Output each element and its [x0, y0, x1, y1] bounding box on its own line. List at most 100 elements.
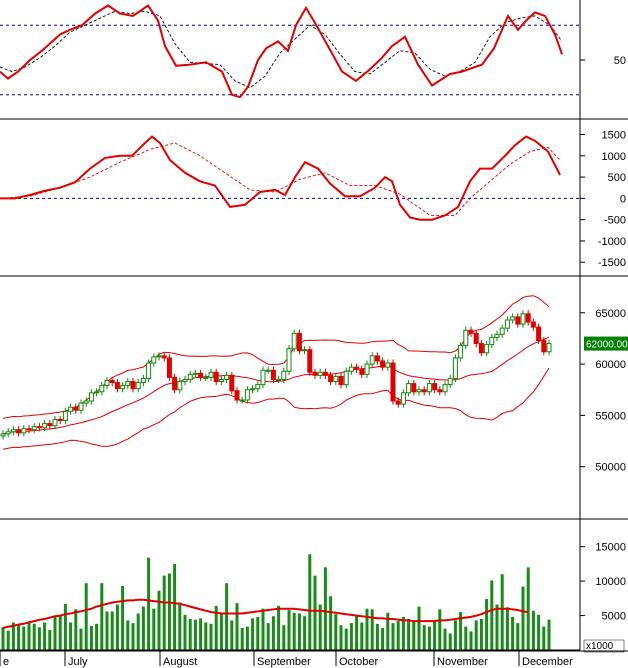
candle — [135, 382, 141, 390]
volume-bar — [271, 616, 275, 650]
volume-bar — [157, 590, 161, 650]
volume-bar — [355, 616, 359, 650]
volume-bar — [84, 583, 88, 650]
candle — [146, 362, 152, 379]
volume-bar — [204, 622, 208, 650]
candle — [187, 373, 193, 380]
volume-bar — [521, 586, 525, 650]
volume-bar — [485, 599, 489, 650]
candle — [395, 400, 401, 405]
x-tick-label: November — [437, 656, 488, 668]
candle — [541, 339, 547, 353]
x-tick-label: September — [257, 656, 311, 668]
candle — [78, 402, 84, 411]
volume-bar — [219, 613, 223, 650]
candle — [411, 383, 417, 393]
last-price-tag — [584, 336, 628, 351]
volume-bar — [17, 625, 21, 650]
candle — [296, 332, 302, 352]
candle — [374, 355, 380, 362]
volume-bar — [74, 609, 78, 650]
volume-bar — [32, 623, 36, 650]
volume-bar — [43, 622, 47, 650]
volume-bar — [427, 626, 431, 650]
volume-bar — [412, 621, 416, 650]
volume-bar — [308, 554, 312, 650]
candle — [73, 406, 79, 411]
volume-bar — [183, 614, 187, 650]
volume-bar — [547, 619, 551, 650]
candle — [364, 363, 370, 375]
candle — [57, 418, 63, 422]
lower-band — [2, 367, 550, 450]
last-price-label: 62000.00 — [586, 340, 628, 351]
candle — [343, 370, 349, 386]
volume-bar — [531, 610, 535, 650]
x-tick-label: e — [3, 656, 9, 668]
volume-bar — [282, 625, 286, 650]
volume-bar — [287, 610, 291, 650]
oscillator-line — [0, 4, 563, 99]
volume-bar — [349, 623, 353, 650]
volume-bar — [396, 621, 400, 650]
volume-unit-label: x1000 — [586, 641, 614, 652]
y-tick-label: 60000 — [595, 359, 626, 371]
panel-frame — [0, 0, 628, 652]
candle — [333, 375, 339, 383]
volume-bar — [136, 613, 140, 650]
candle — [307, 349, 313, 373]
candle — [270, 369, 276, 380]
x-tick-label: August — [163, 656, 197, 668]
x-axis: e July August September October November Decem… — [0, 650, 573, 668]
volume-bar — [251, 618, 255, 650]
candle — [499, 327, 505, 335]
volume-bar — [37, 627, 41, 650]
candle — [281, 370, 287, 380]
price-panel: 65000 60000 55000 50000 62000.00 — [0, 295, 628, 474]
volume-bar — [53, 616, 57, 650]
candle — [198, 372, 204, 378]
candle — [47, 423, 53, 427]
volume-bar — [95, 623, 99, 650]
candle — [260, 369, 266, 386]
candle — [166, 357, 172, 378]
volume-bar — [433, 620, 437, 650]
candle — [244, 389, 250, 401]
volume-bar — [69, 622, 73, 650]
candle — [322, 371, 328, 376]
volume-bar — [505, 607, 509, 650]
volume-bar — [11, 622, 15, 650]
volume-bar — [469, 631, 473, 650]
y-tick-label: 55000 — [595, 410, 626, 422]
volume-bar — [334, 614, 338, 650]
volume-bar — [178, 602, 182, 650]
volume-bar — [188, 619, 192, 650]
candle — [406, 383, 412, 394]
volume-bar — [542, 626, 546, 650]
candle — [88, 392, 94, 402]
y-tick-label: 65000 — [595, 308, 626, 320]
volume-bar — [526, 567, 530, 650]
candle — [229, 374, 235, 392]
volume-bar — [100, 583, 104, 650]
volume-panel: 15000 10000 5000 x1000 — [1, 542, 626, 653]
candle — [437, 389, 443, 393]
volume-bar — [193, 619, 197, 650]
volume-bar — [110, 611, 114, 650]
candle — [494, 333, 500, 338]
y-tick-label: 1000 — [602, 151, 626, 163]
candle — [504, 319, 510, 329]
candle — [291, 332, 297, 350]
x-tick-label: December — [522, 656, 573, 668]
volume-bar — [537, 614, 541, 650]
volume-bar — [401, 616, 405, 650]
volume-bar — [235, 603, 239, 650]
candle — [421, 389, 427, 393]
middle-band — [2, 336, 550, 435]
y-tick-label: 5000 — [602, 611, 626, 623]
volume-bar — [303, 616, 307, 650]
candle — [473, 332, 479, 345]
candle — [348, 366, 354, 372]
volume-bar — [256, 616, 260, 650]
